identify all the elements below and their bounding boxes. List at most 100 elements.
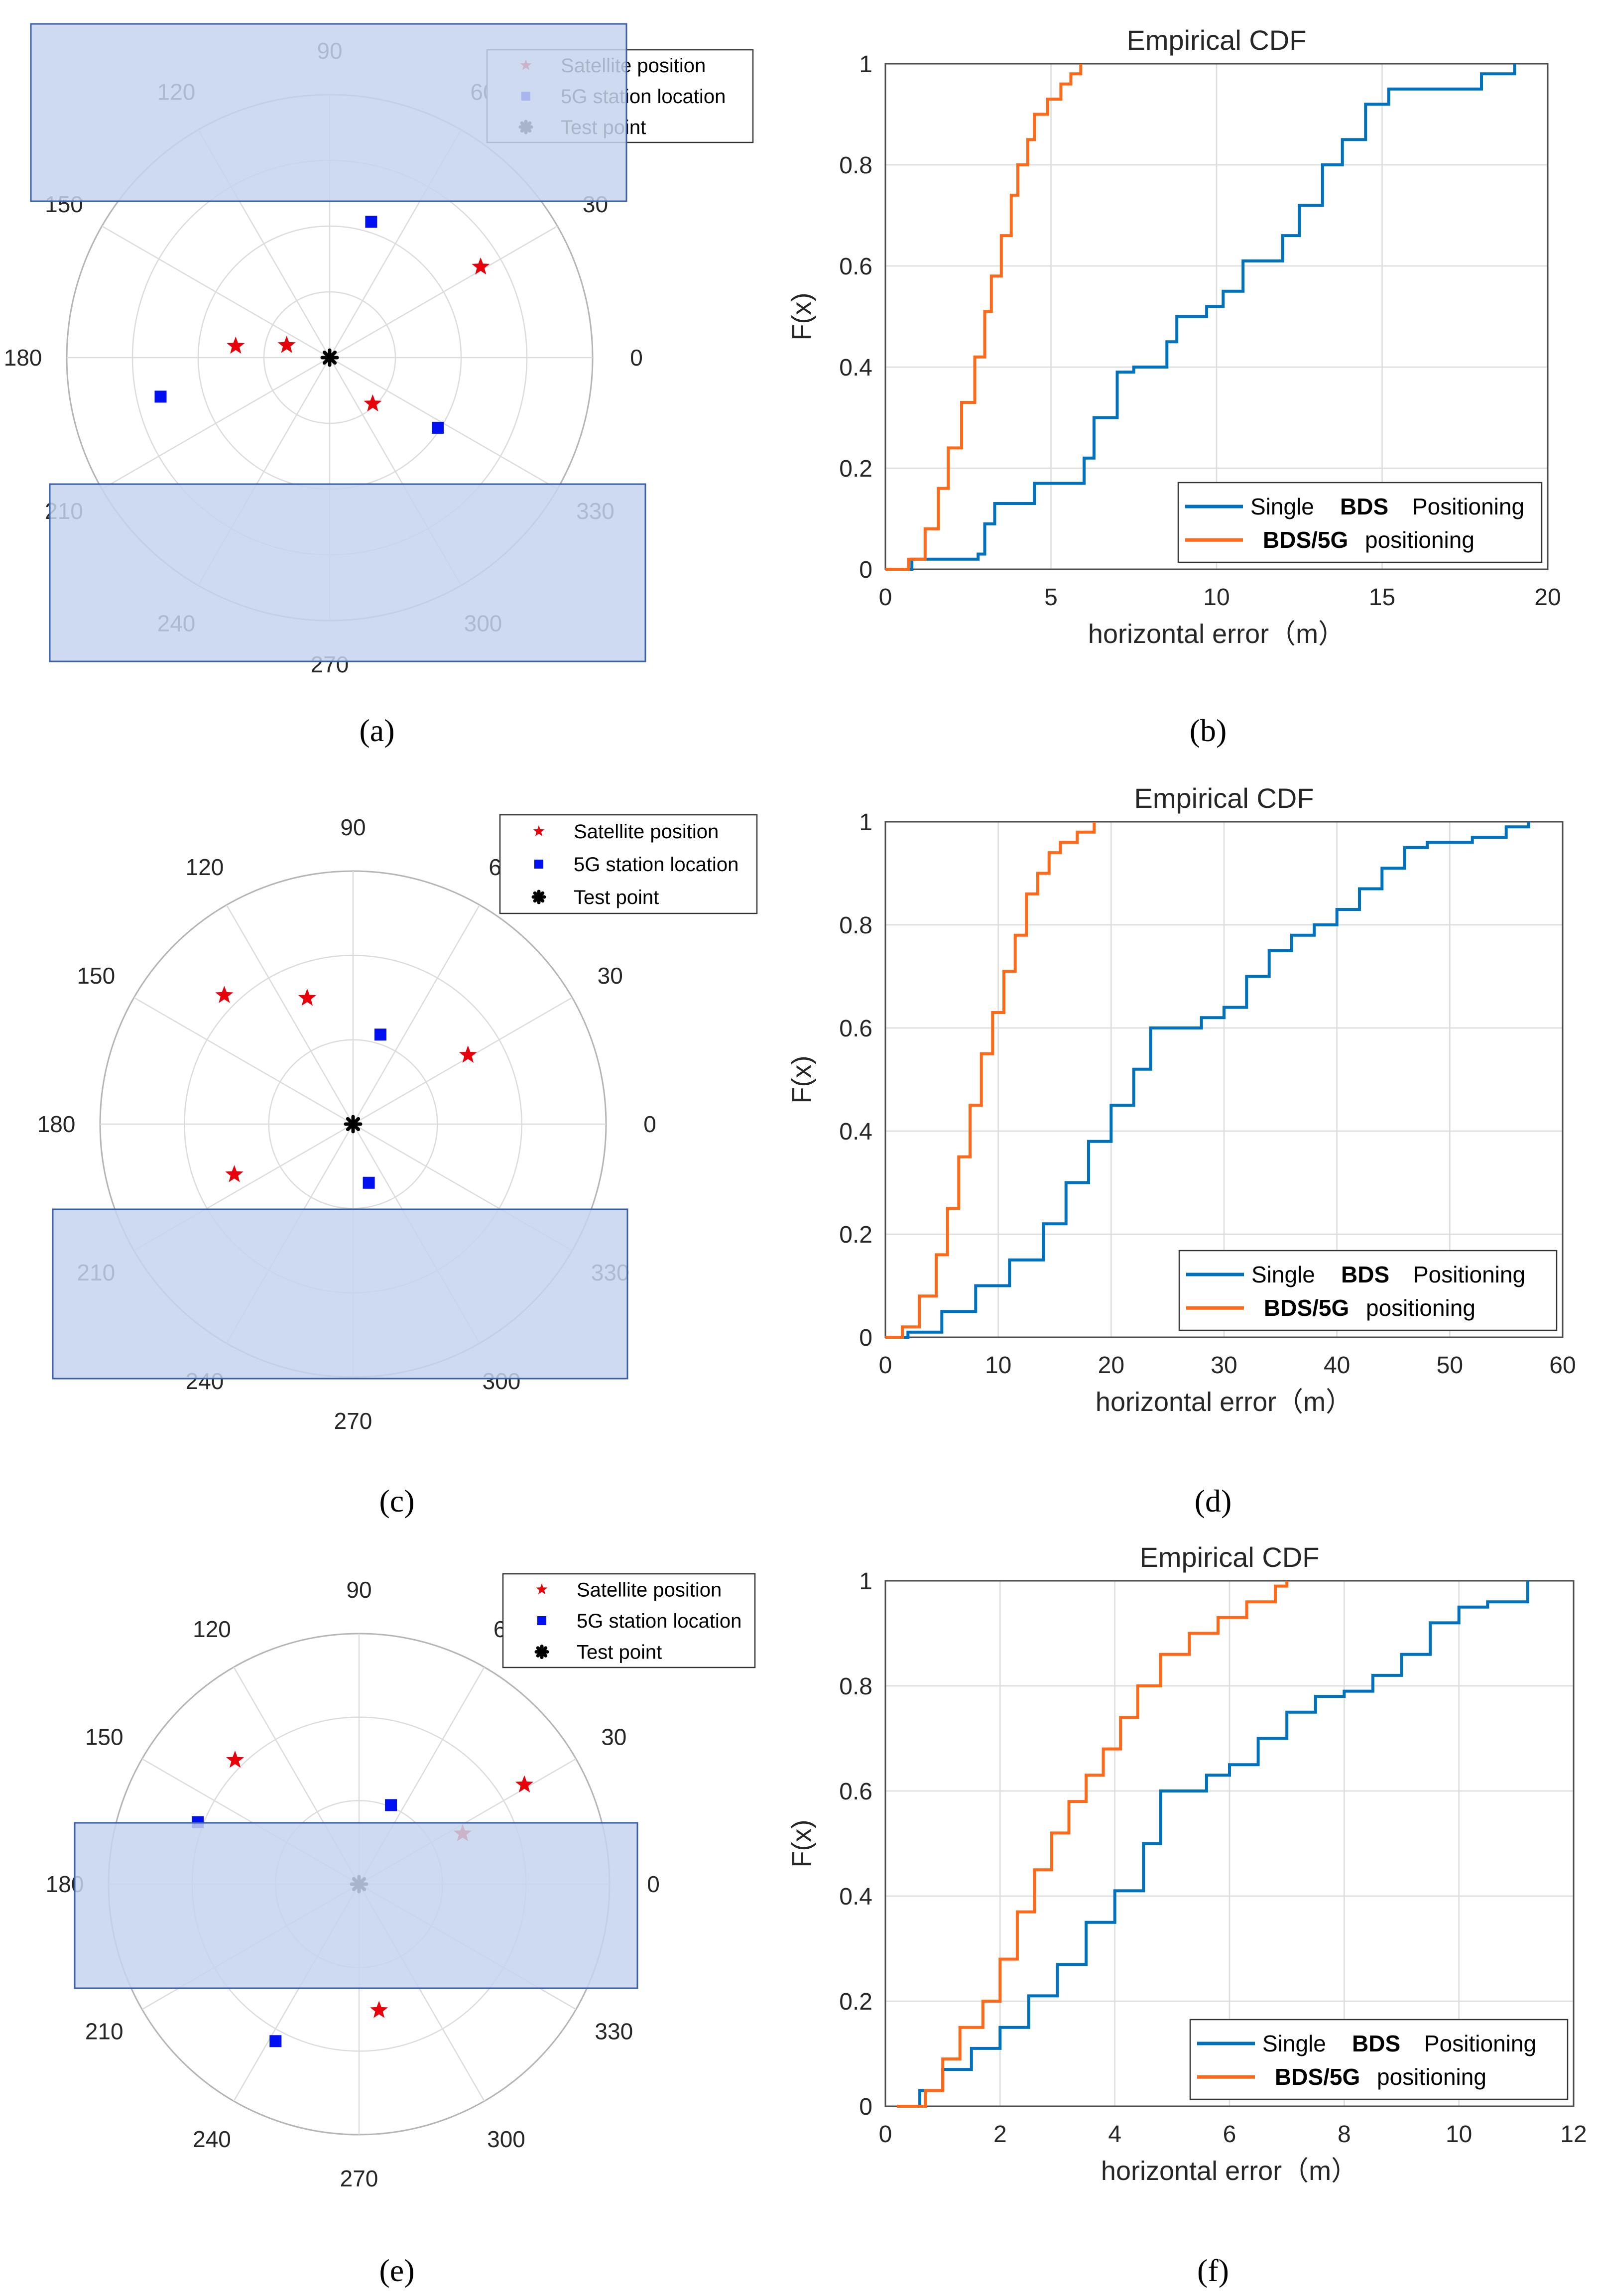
cdf-chart-d: Empirical CDF horizontal error（m） F(x) 0…: [787, 782, 1576, 1417]
x-axis-title-b: horizontal error（m）: [1088, 619, 1345, 649]
polar-spoke: [329, 225, 558, 359]
polar-spoke: [102, 357, 330, 490]
shaded-region: [52, 1208, 628, 1380]
x-tick-label: 0: [879, 2121, 892, 2148]
station-marker: [385, 1799, 397, 1811]
station-marker: [432, 421, 444, 434]
x-tick-label: 60: [1549, 1352, 1576, 1379]
y-tick-label: 0.8: [839, 152, 872, 179]
satellite-marker: [370, 2001, 388, 2018]
polar-angle-tick-0: 0: [643, 1111, 656, 1137]
x-axis-title-f: horizontal error（m）: [1101, 2156, 1358, 2186]
station-marker: [363, 1176, 375, 1189]
legend-label: positioning: [1365, 527, 1474, 553]
y-axis-title-d: F(x): [787, 1056, 817, 1104]
legend-test-point-swatch: [534, 1645, 549, 1659]
polar-angle-tick-180: 180: [4, 345, 42, 371]
legend-label: Single: [1251, 1262, 1315, 1287]
polar-legend-e: Satellite position 5G station location Tes…: [502, 1573, 756, 1668]
satellite-marker: [225, 1165, 244, 1182]
y-tick-label: 1: [859, 51, 872, 78]
legend-label: Single: [1262, 2031, 1326, 2056]
test-point-stroke: [346, 1117, 361, 1132]
chart-title-d: Empirical CDF: [1134, 782, 1314, 814]
cdf-line-single-bds: [897, 1581, 1529, 2108]
polar-angle-tick-210: 210: [85, 2019, 123, 2044]
satellite-marker: [472, 257, 490, 275]
y-tick-label: 0.2: [839, 1989, 872, 2015]
station-marker: [269, 2035, 282, 2047]
test-point-marker: [344, 1115, 363, 1134]
legend-label: BDS: [1352, 2031, 1400, 2056]
legend-label: Positioning: [1424, 2031, 1536, 2056]
cdf-legend-b: Single BDS Positioning BDS/5G positioning: [1177, 482, 1543, 563]
y-tick-label: 0: [859, 557, 872, 583]
x-tick-label: 50: [1437, 1352, 1463, 1379]
legend-label: positioning: [1366, 1295, 1475, 1321]
shaded-region: [49, 483, 646, 662]
polar-angle-tick-90: 90: [346, 1577, 371, 1603]
polar-angle-tick-120: 120: [193, 1616, 231, 1642]
legend-label: Positioning: [1412, 494, 1524, 519]
x-tick-label: 20: [1534, 584, 1561, 611]
y-tick-label: 0.4: [839, 1119, 872, 1145]
legend-label: BDS/5G: [1275, 2064, 1360, 2090]
polar-legend-c: Satellite position 5G station location Tes…: [499, 814, 758, 914]
cdf-line-single-bds: [885, 822, 1530, 1339]
test-point-stroke: [536, 1646, 548, 1658]
polar-angle-tick-180: 180: [37, 1111, 76, 1137]
cdf-line-bds-5g: [897, 1581, 1289, 2108]
legend-label: positioning: [1377, 2064, 1486, 2090]
legend-label: Test point: [577, 1642, 662, 1663]
x-tick-label: 10: [1446, 2121, 1472, 2148]
y-tick-label: 1: [859, 1568, 872, 1595]
polar-angle-tick-270: 270: [334, 1408, 372, 1434]
cdf-ticks-f: 0 2 4 6 8 10 12 0 0.2 0.4 0.6 0.8 1: [839, 1568, 1587, 2148]
y-axis-title-b: F(x): [787, 293, 817, 341]
shaded-regions-c: [52, 1208, 628, 1380]
satellite-marker: [298, 989, 316, 1006]
legend-satellite-swatch: [533, 825, 545, 836]
shaded-region: [30, 23, 627, 202]
panel-label-f: (f): [1197, 2253, 1229, 2288]
polar-points-a: [154, 216, 490, 434]
legend-label: BDS: [1341, 1262, 1389, 1287]
cdf-grid-b: [884, 63, 1549, 570]
cdf-ticks-d: 0 10 20 30 40 50 60 0 0.2 0.4 0.6 0.8 1: [839, 809, 1576, 1379]
plot-frame: [884, 63, 1549, 570]
legend-box: [1178, 1250, 1558, 1331]
polar-angle-tick-0: 0: [647, 1871, 660, 1897]
x-tick-label: 8: [1338, 2121, 1351, 2148]
cdf-ticks-b: 0 5 10 15 20 0 0.2 0.4 0.6 0.8 1: [839, 51, 1561, 611]
legend-label: BDS: [1340, 494, 1388, 519]
x-tick-label: 10: [985, 1352, 1011, 1379]
cdf-legend-d: Single BDS Positioning BDS/5G positioning: [1178, 1250, 1558, 1331]
legend-station-swatch: [534, 860, 543, 869]
cdf-chart-b: Empirical CDF horizontal error（m） F(x) 0…: [787, 24, 1561, 649]
panel-label-c: (c): [379, 1483, 414, 1519]
x-tick-label: 15: [1369, 584, 1395, 611]
polar-angle-tick-0: 0: [630, 345, 643, 371]
shaded-regions-a: [30, 23, 646, 662]
y-tick-label: 0.6: [839, 1016, 872, 1042]
polar-angle-tick-150: 150: [77, 963, 115, 989]
polar-spoke: [102, 225, 330, 359]
cdf-lines-b: [885, 64, 1516, 571]
legend-box: [1177, 482, 1543, 563]
cdf-grid-f: [884, 1580, 1575, 2107]
polar-angle-tick-30: 30: [598, 963, 623, 989]
x-tick-label: 0: [879, 584, 892, 611]
satellite-marker: [277, 336, 296, 353]
test-point-marker: [320, 348, 339, 367]
station-marker: [154, 390, 167, 403]
x-tick-label: 4: [1108, 2121, 1121, 2148]
x-tick-label: 2: [993, 2121, 1007, 2148]
cdf-grid-d: [884, 821, 1564, 1338]
y-tick-label: 0.8: [839, 912, 872, 939]
polar-spoke: [353, 997, 573, 1125]
x-axis-title-d: horizontal error（m）: [1096, 1387, 1352, 1417]
polar-spoke: [352, 904, 481, 1125]
satellite-marker: [215, 986, 234, 1003]
